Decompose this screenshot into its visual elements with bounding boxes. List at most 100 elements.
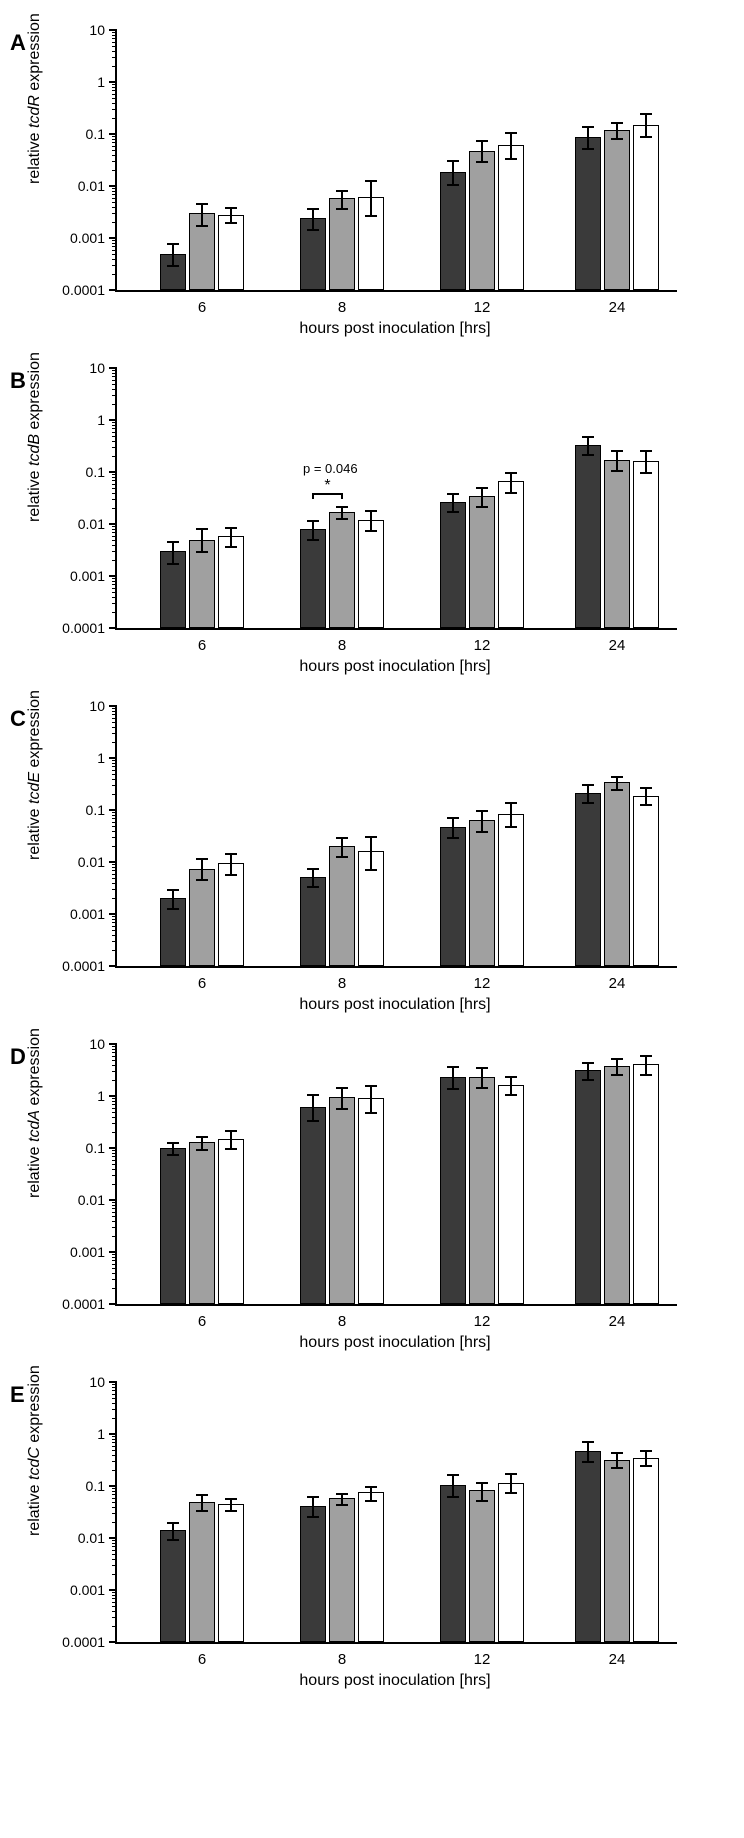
y-minor-tick (112, 592, 117, 593)
x-axis-label: hours post inoculation [hrs] (115, 1334, 675, 1352)
error-cap-bottom (196, 879, 208, 881)
y-minor-tick (112, 194, 117, 195)
error-bar (341, 191, 343, 209)
error-cap-bottom (365, 530, 377, 532)
y-minor-tick (112, 1254, 117, 1255)
error-cap-bottom (307, 1516, 319, 1518)
error-cap-bottom (505, 826, 517, 828)
y-tick-label: 1 (47, 1426, 105, 1442)
y-minor-tick (112, 42, 117, 43)
y-tick (109, 29, 117, 31)
y-minor-tick (112, 1212, 117, 1213)
y-minor-tick (112, 188, 117, 189)
error-bar (230, 528, 232, 547)
error-cap-bottom (476, 831, 488, 833)
x-tick-label: 12 (474, 1651, 491, 1668)
y-minor-tick (112, 883, 117, 884)
y-minor-tick (112, 1117, 117, 1118)
error-cap-bottom (196, 551, 208, 553)
error-cap-top (640, 450, 652, 452)
y-minor-tick (112, 274, 117, 275)
y-minor-tick (112, 545, 117, 546)
y-minor-tick (112, 1436, 117, 1437)
y-minor-tick (112, 136, 117, 137)
error-cap-bottom (336, 1504, 348, 1506)
bar (218, 536, 244, 628)
y-minor-tick (112, 57, 117, 58)
error-bar (230, 854, 232, 875)
y-minor-tick (112, 222, 117, 223)
error-cap-bottom (307, 1120, 319, 1122)
error-cap-top (505, 1076, 517, 1078)
error-cap-bottom (611, 1074, 623, 1076)
y-minor-tick (112, 474, 117, 475)
error-bar (452, 161, 454, 185)
x-axis-label: hours post inoculation [hrs] (115, 1672, 675, 1690)
y-minor-tick (112, 540, 117, 541)
error-cap-top (640, 113, 652, 115)
error-cap-top (476, 1067, 488, 1069)
y-tick-label: 0.0001 (47, 282, 105, 298)
chart-container: relative tcdC expression0.00010.0010.010… (115, 1382, 710, 1690)
error-cap-top (476, 140, 488, 142)
bar (300, 1107, 326, 1304)
bar (329, 1097, 355, 1304)
error-cap-top (196, 528, 208, 530)
error-cap-top (611, 122, 623, 124)
x-tick-label: 12 (474, 637, 491, 654)
panel-label: C (10, 706, 26, 732)
error-cap-bottom (582, 1079, 594, 1081)
error-cap-top (225, 207, 237, 209)
y-minor-tick (112, 1065, 117, 1066)
bar (440, 172, 466, 290)
error-cap-bottom (167, 1154, 179, 1156)
error-cap-bottom (476, 1087, 488, 1089)
error-bar (370, 511, 372, 531)
error-cap-bottom (640, 472, 652, 474)
error-cap-bottom (196, 1510, 208, 1512)
y-minor-tick (112, 916, 117, 917)
y-tick-label: 0.01 (47, 1192, 105, 1208)
error-cap-bottom (611, 789, 623, 791)
y-minor-tick (112, 922, 117, 923)
y-minor-tick (112, 389, 117, 390)
chart-container: relative tcdR expression0.00010.0010.010… (115, 30, 710, 338)
y-minor-tick (112, 373, 117, 374)
bar (498, 145, 524, 290)
error-bar (341, 1088, 343, 1109)
error-bar (645, 1056, 647, 1075)
bar (633, 796, 659, 966)
y-tick (109, 523, 117, 525)
y-minor-tick (112, 1208, 117, 1209)
error-cap-top (611, 1452, 623, 1454)
error-cap-top (365, 1486, 377, 1488)
bar (300, 877, 326, 966)
error-cap-bottom (167, 908, 179, 910)
y-tick (109, 1095, 117, 1097)
x-tick-label: 8 (338, 975, 346, 992)
error-cap-bottom (225, 1510, 237, 1512)
y-tick-label: 0.01 (47, 516, 105, 532)
error-cap-bottom (225, 546, 237, 548)
y-minor-tick (112, 774, 117, 775)
y-tick (109, 367, 117, 369)
y-minor-tick (112, 1507, 117, 1508)
bar-group (575, 782, 659, 966)
y-minor-tick (112, 770, 117, 771)
error-cap-top (365, 510, 377, 512)
error-bar (341, 838, 343, 857)
y-tick (109, 81, 117, 83)
error-cap-bottom (505, 158, 517, 160)
y-minor-tick (112, 51, 117, 52)
y-minor-tick (112, 1112, 117, 1113)
y-minor-tick (112, 1046, 117, 1047)
y-minor-tick (112, 1098, 117, 1099)
y-minor-tick (112, 66, 117, 67)
y-minor-tick (112, 603, 117, 604)
y-minor-tick (112, 1384, 117, 1385)
error-bar (230, 208, 232, 224)
y-tick-label: 0.1 (47, 126, 105, 142)
error-cap-top (196, 858, 208, 860)
y-minor-tick (112, 785, 117, 786)
error-bar (481, 1483, 483, 1501)
